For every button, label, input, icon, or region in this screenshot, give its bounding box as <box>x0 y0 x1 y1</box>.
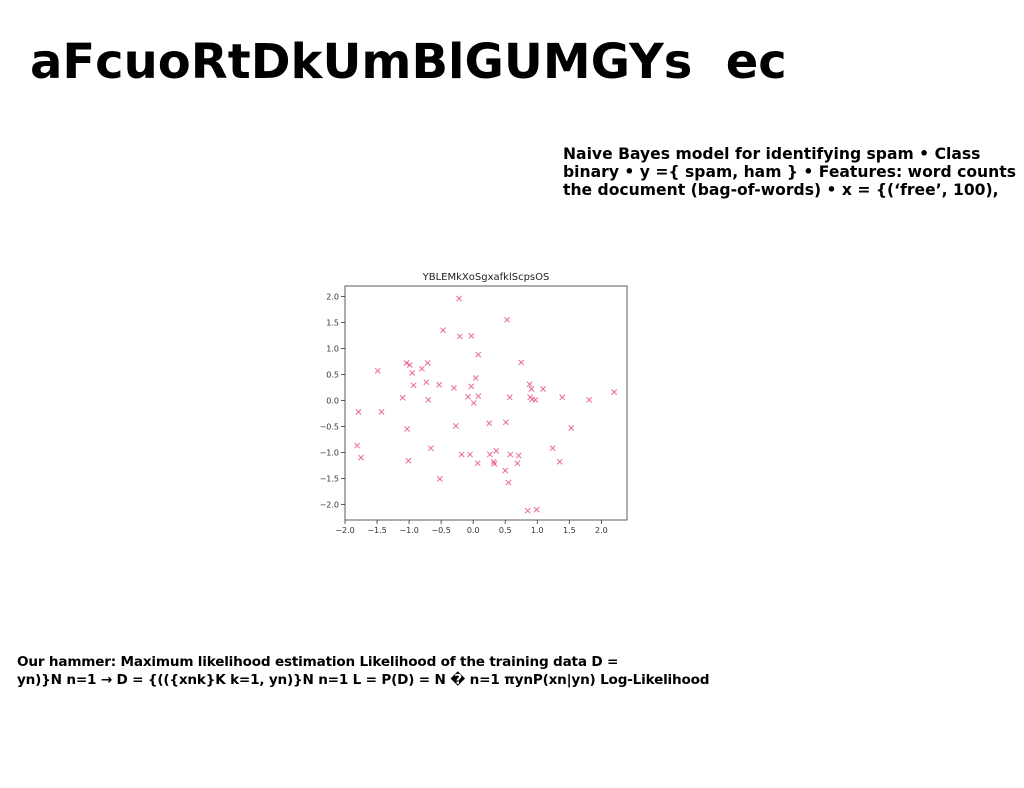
scatter-point <box>487 421 492 426</box>
scatter-point <box>410 370 415 375</box>
scatter-point <box>437 382 442 387</box>
y-tick-label: −1.5 <box>320 474 339 483</box>
scatter-point <box>587 397 592 402</box>
scatter-point <box>529 386 534 391</box>
x-tick-label: −1.0 <box>399 526 418 535</box>
description-line: binary • y ={ spam, ham } • Features: wo… <box>563 163 1024 181</box>
scatter-point <box>405 426 410 431</box>
scatter-point <box>457 334 462 339</box>
scatter-point <box>508 452 513 457</box>
scatter-point <box>424 380 429 385</box>
x-tick-label: 1.5 <box>563 526 576 535</box>
scatter-point <box>467 452 472 457</box>
description-line: the document (bag-of-words) • x = {(‘fre… <box>563 181 1024 199</box>
footer-line: Our hammer: Maximum likelihood estimatio… <box>17 653 1017 671</box>
scatter-point <box>471 400 476 405</box>
scatter-chart: YBLEMkXoSgxafklScpsOS −2.0 −1.5 −1.0 −0.5 0.0… <box>300 265 640 540</box>
scatter-point <box>355 443 360 448</box>
scatter-point <box>453 423 458 428</box>
scatter-point <box>456 296 461 301</box>
scatter-point <box>494 448 499 453</box>
y-tick-label: 1.5 <box>326 318 339 327</box>
scatter-point <box>516 453 521 458</box>
footer-line: yn)}N n=1 → D = {(({xnk}K k=1, yn)}N n=1… <box>17 671 1017 689</box>
y-tick-label: 0.0 <box>326 396 339 405</box>
scatter-point <box>534 507 539 512</box>
description-line: Naive Bayes model for identifying spam •… <box>563 145 1024 163</box>
description-text: Naive Bayes model for identifying spam •… <box>563 145 1024 199</box>
scatter-point <box>503 468 508 473</box>
y-tick-label: −1.0 <box>320 448 339 457</box>
scatter-point <box>406 458 411 463</box>
plot-frame <box>345 286 627 520</box>
scatter-point <box>476 352 481 357</box>
x-tick-label: −2.0 <box>335 526 354 535</box>
scatter-point <box>411 383 416 388</box>
scatter-point <box>506 480 511 485</box>
scatter-point <box>440 328 445 333</box>
scatter-point <box>375 368 380 373</box>
y-tick-label: −0.5 <box>320 422 339 431</box>
x-tick-label: 0.5 <box>499 526 512 535</box>
scatter-point <box>426 397 431 402</box>
scatter-point <box>465 394 470 399</box>
scatter-point <box>505 317 510 322</box>
footer-text: Our hammer: Maximum likelihood estimatio… <box>17 653 1017 689</box>
x-tick-label: −1.5 <box>367 526 386 535</box>
scatter-point <box>459 452 464 457</box>
scatter-point <box>503 420 508 425</box>
scatter-point <box>540 386 545 391</box>
chart-title: YBLEMkXoSgxafklScpsOS <box>422 272 550 283</box>
x-tick-label: −0.5 <box>431 526 450 535</box>
y-tick-label: 0.5 <box>326 370 339 379</box>
scatter-point <box>469 333 474 338</box>
scatter-point <box>437 476 442 481</box>
scatter-point <box>475 461 480 466</box>
scatter-point <box>550 446 555 451</box>
scatter-point <box>451 385 456 390</box>
x-tick-label: 1.0 <box>531 526 544 535</box>
y-tick-label: −2.0 <box>320 500 339 509</box>
scatter-point <box>425 360 430 365</box>
scatter-point <box>557 459 562 464</box>
scatter-point <box>507 395 512 400</box>
scatter-point <box>469 384 474 389</box>
scatter-point <box>612 389 617 394</box>
scatter-point <box>356 409 361 414</box>
scatter-point <box>487 452 492 457</box>
scatter-point <box>473 375 478 380</box>
scatter-point <box>569 425 574 430</box>
scatter-point <box>527 382 532 387</box>
scatter-point <box>560 395 565 400</box>
y-tick-label: 2.0 <box>326 292 339 301</box>
y-tick-label: 1.0 <box>326 344 339 353</box>
scatter-point <box>428 446 433 451</box>
scatter-point <box>400 395 405 400</box>
scatter-point <box>358 455 363 460</box>
x-tick-label: 2.0 <box>595 526 608 535</box>
scatter-point <box>533 397 538 402</box>
scatter-point <box>515 461 520 466</box>
scatter-point <box>519 360 524 365</box>
scatter-point <box>525 508 530 513</box>
slide-title: aFcuoRtDkUmBlGUMGYs ec <box>30 30 787 94</box>
x-tick-label: 0.0 <box>467 526 480 535</box>
scatter-point <box>379 409 384 414</box>
scatter-chart-svg: YBLEMkXoSgxafklScpsOS −2.0 −1.5 −1.0 −0.5 0.0… <box>300 265 640 540</box>
scatter-point <box>476 394 481 399</box>
scatter-point <box>419 366 424 371</box>
